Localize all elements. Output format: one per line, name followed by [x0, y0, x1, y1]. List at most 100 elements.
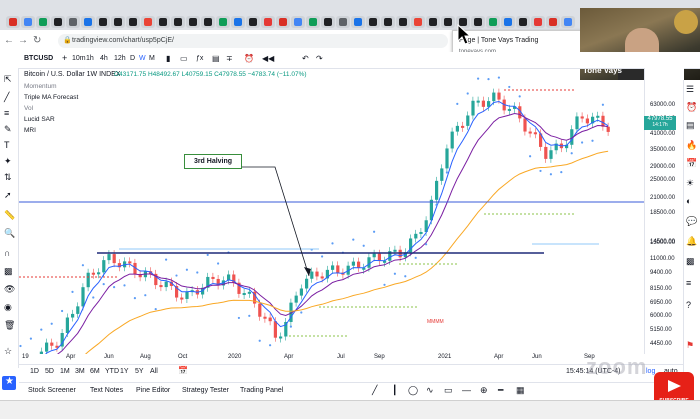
range-button-1y[interactable]: 1Y	[120, 368, 129, 375]
browser-tab[interactable]	[516, 16, 530, 28]
tab-text-notes[interactable]: Text Notes	[90, 387, 124, 394]
indicators-icon[interactable]: ƒx	[196, 55, 204, 62]
indicator-momentum[interactable]: Momentum	[24, 83, 57, 90]
star-favorites-button[interactable]: ★	[2, 376, 16, 390]
auto-toggle[interactable]: auto	[664, 368, 678, 375]
browser-tab[interactable]	[216, 16, 230, 28]
browser-tab[interactable]	[501, 16, 515, 28]
reload-icon[interactable]: ↻	[33, 35, 42, 46]
projection-tool-icon[interactable]: ⇅	[4, 172, 12, 182]
browser-tab[interactable]	[546, 16, 560, 28]
browser-tab[interactable]	[186, 16, 200, 28]
browser-tab[interactable]	[411, 16, 425, 28]
forward-icon[interactable]: →	[18, 35, 28, 46]
browser-tab[interactable]	[561, 16, 575, 28]
browser-tab[interactable]	[246, 16, 260, 28]
browser-tab[interactable]	[441, 16, 455, 28]
tab-trading-panel[interactable]: Trading Panel	[240, 387, 284, 394]
candle-style-icon[interactable]: ▮	[166, 54, 171, 63]
ruler-icon[interactable]: ━	[498, 385, 504, 395]
undo-icon[interactable]: ↶	[302, 54, 309, 63]
price-scale[interactable]	[644, 68, 684, 354]
calendar-icon[interactable]: 📅	[686, 158, 698, 168]
browser-tab[interactable]	[276, 16, 290, 28]
interval-m[interactable]: M	[149, 55, 155, 62]
dom-icon[interactable]: ≡	[686, 278, 692, 288]
watchlist-icon[interactable]: ☰	[686, 84, 695, 94]
notifications-icon[interactable]: 🔔	[686, 236, 698, 246]
streams-icon[interactable]: ◐	[686, 196, 692, 206]
templates-icon[interactable]: ▤	[212, 54, 220, 63]
delete-drawings-icon[interactable]: 🗑	[4, 320, 16, 330]
browser-tab[interactable]	[336, 16, 350, 28]
browser-tab[interactable]	[21, 16, 35, 28]
add-symbol-icon[interactable]: +	[62, 53, 68, 63]
indicator-mri[interactable]: MRI	[24, 127, 36, 134]
interval-4h[interactable]: 4h	[100, 55, 108, 62]
magnet-tool-icon[interactable]: ∩	[4, 248, 11, 258]
rect-tool-icon[interactable]: ▭	[444, 385, 453, 395]
browser-tab[interactable]	[306, 16, 320, 28]
interval-w[interactable]: W	[139, 55, 146, 62]
arrow-tool-icon[interactable]: ➚	[4, 190, 12, 200]
browser-tab[interactable]	[351, 16, 365, 28]
browser-tab[interactable]	[321, 16, 335, 28]
halving-label[interactable]: 3rd Halving	[184, 154, 242, 169]
circle-tool-icon[interactable]: ◯	[408, 385, 419, 395]
brush-tool-icon[interactable]: ✎	[4, 124, 12, 134]
range-button-1d[interactable]: 1D	[30, 368, 39, 375]
indicator-lucid-sar[interactable]: Lucid SAR	[24, 116, 55, 123]
red-flag-icon[interactable]: ⚑	[686, 340, 695, 350]
range-button-3m[interactable]: 3M	[75, 368, 85, 375]
range-button-5d[interactable]: 5D	[45, 368, 54, 375]
browser-tab[interactable]	[456, 16, 470, 28]
interval-1h[interactable]: 1h	[86, 55, 94, 62]
browser-tab[interactable]	[486, 16, 500, 28]
alerts-icon[interactable]: ⏰	[686, 102, 698, 112]
text-tool-icon[interactable]: T	[4, 140, 10, 150]
ray-tool-icon[interactable]: ┃	[392, 385, 398, 395]
interval-10m[interactable]: 10m	[72, 55, 86, 62]
range-button-1m[interactable]: 1M	[60, 368, 70, 375]
range-button-6m[interactable]: 6M	[90, 368, 100, 375]
tab-stock-screener[interactable]: Stock Screener	[28, 387, 76, 394]
browser-tab[interactable]	[66, 16, 80, 28]
range-button-5y[interactable]: 5Y	[135, 368, 144, 375]
measure-tool-icon[interactable]: 📏	[4, 210, 16, 220]
alert-icon[interactable]: ⏰	[244, 54, 254, 63]
tab-strategy-tester[interactable]: Strategy Tester	[182, 387, 229, 394]
log-toggle[interactable]: log	[646, 368, 656, 375]
fib-tool-icon[interactable]: ≡	[4, 108, 10, 118]
browser-tab[interactable]	[426, 16, 440, 28]
indicator-triple-ma[interactable]: Triple MA Forecast	[24, 94, 79, 101]
browser-tab[interactable]	[141, 16, 155, 28]
zoom-tool-icon[interactable]: 🔍	[4, 228, 16, 238]
chats-icon[interactable]: 💬	[686, 216, 698, 226]
cursor-tool-icon[interactable]: ⇱	[4, 74, 12, 84]
browser-tab[interactable]	[36, 16, 50, 28]
bar-style-icon[interactable]: ▭	[180, 54, 188, 63]
pattern-tool-icon[interactable]: ✦	[4, 156, 12, 166]
path-tool-icon[interactable]: ∿	[426, 385, 434, 395]
browser-tab[interactable]	[471, 16, 485, 28]
interval-d[interactable]: D	[130, 55, 136, 62]
browser-tab[interactable]	[111, 16, 125, 28]
back-icon[interactable]: ←	[4, 35, 14, 46]
redo-icon[interactable]: ↷	[316, 54, 323, 63]
browser-tab[interactable]	[531, 16, 545, 28]
browser-tab[interactable]	[231, 16, 245, 28]
hide-drawings-icon[interactable]: 👁	[4, 284, 16, 294]
url-field[interactable]	[58, 34, 448, 48]
browser-tab[interactable]	[171, 16, 185, 28]
tab-pine-editor[interactable]: Pine Editor	[136, 387, 171, 394]
browser-tab[interactable]	[396, 16, 410, 28]
range-button-all[interactable]: All	[150, 368, 158, 375]
help-icon[interactable]: ?	[686, 300, 692, 310]
trendline-tool-icon[interactable]: ╱	[4, 92, 10, 102]
browser-tab[interactable]	[6, 16, 20, 28]
browser-tab[interactable]	[51, 16, 65, 28]
range-button-ytd[interactable]: YTD	[105, 368, 119, 375]
hline-tool-icon[interactable]: —	[462, 385, 471, 395]
browser-tab[interactable]	[81, 16, 95, 28]
symbol-button[interactable]: BTCUSD	[24, 55, 54, 62]
